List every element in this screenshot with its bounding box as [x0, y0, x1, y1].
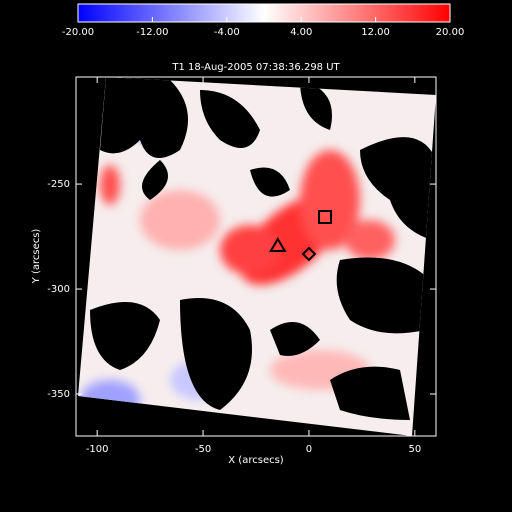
marker [318, 210, 333, 225]
x-tick-label: -50 [195, 444, 211, 455]
image [78, 77, 436, 436]
colorbar [77, 3, 451, 23]
chart-title: T1 18-Aug-2005 07:38:36.298 UT [171, 62, 340, 73]
x-tick-label: 0 [306, 444, 312, 455]
colorbar-tick-label: 20.00 [436, 27, 465, 38]
x-tick-label: 50 [408, 444, 421, 455]
colorbar-tick-label: 12.00 [361, 27, 390, 38]
colorbar-tick-label: -4.00 [214, 27, 240, 38]
colorbar-tick-label: -20.00 [62, 27, 94, 38]
y-axis-label: Y (arcsecs) [31, 229, 42, 285]
marker [301, 246, 317, 262]
colorbar-tick-label: 4.00 [290, 27, 312, 38]
y-tick-label: -300 [47, 284, 70, 295]
marker [269, 237, 287, 253]
plot-frame [75, 76, 437, 437]
x-tick-label: -100 [86, 444, 109, 455]
y-tick-label: -250 [47, 179, 70, 190]
y-tick-label: -350 [47, 389, 70, 400]
x-axis-label: X (arcsecs) [228, 455, 284, 466]
colorbar-tick-label: -12.00 [136, 27, 168, 38]
